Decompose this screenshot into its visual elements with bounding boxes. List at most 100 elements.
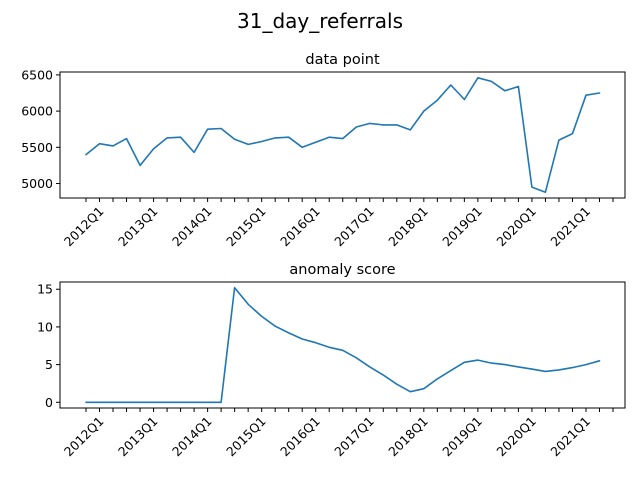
data-point (395, 383, 398, 386)
data-point (490, 80, 493, 83)
data-point (193, 401, 196, 404)
series-line (85, 286, 601, 404)
x-tick-label: 2017Q1 (331, 204, 377, 250)
data-point (463, 98, 466, 101)
data-point (544, 191, 547, 194)
data-point (436, 377, 439, 380)
data-point (301, 338, 304, 341)
data-point (328, 136, 331, 139)
x-tick-label: 2018Q1 (385, 204, 431, 250)
data-point (490, 362, 493, 365)
data-point (341, 349, 344, 352)
x-tick-label: 2018Q1 (385, 414, 431, 460)
x-tick-label: 2012Q1 (61, 204, 107, 250)
data-point (368, 122, 371, 125)
data-point (287, 136, 290, 139)
data-point (233, 286, 236, 289)
x-tick-label: 2020Q1 (493, 204, 539, 250)
data-point (287, 331, 290, 334)
data-point (301, 146, 304, 149)
data-point (274, 136, 277, 139)
figure-title: 31_day_referrals (237, 9, 403, 33)
data-point (449, 84, 452, 87)
data-point (517, 85, 520, 88)
data-point (85, 153, 88, 156)
data-point (585, 94, 588, 97)
data-point (476, 359, 479, 362)
y-tick-label: 6000 (21, 104, 53, 119)
data-point (382, 123, 385, 126)
data-point (382, 374, 385, 377)
data-point (260, 140, 263, 143)
y-tick-label: 5500 (21, 140, 53, 155)
data-point (206, 401, 209, 404)
data-point (179, 401, 182, 404)
data-point (314, 341, 317, 344)
data-point (436, 99, 439, 102)
x-tick-label: 2019Q1 (439, 204, 485, 250)
data-point (233, 138, 236, 141)
x-tick-label: 2019Q1 (439, 414, 485, 460)
data-point (179, 136, 182, 139)
chart-title: data point (305, 52, 380, 68)
y-tick-label: 6500 (21, 67, 53, 82)
x-tick-label: 2014Q1 (169, 204, 215, 250)
series-line (85, 77, 601, 193)
data-point (544, 370, 547, 373)
data-point (247, 143, 250, 146)
data-point (585, 363, 588, 366)
data-point (152, 401, 155, 404)
y-tick-label: 15 (37, 282, 53, 297)
data-point (503, 363, 506, 366)
data-point (517, 365, 520, 368)
data-point (598, 92, 601, 95)
chart-title: anomaly score (289, 262, 395, 278)
data-point (193, 151, 196, 154)
data-point (449, 369, 452, 372)
data-point (166, 401, 169, 404)
data-point (476, 76, 479, 79)
x-tick-label: 2017Q1 (331, 414, 377, 460)
data-point (530, 368, 533, 371)
data-point (422, 387, 425, 390)
data-point (85, 401, 88, 404)
x-tick-label: 2015Q1 (223, 414, 269, 460)
data-point (355, 356, 358, 359)
data-point (530, 186, 533, 189)
data-point (557, 139, 560, 142)
data-point (368, 365, 371, 368)
x-tick-label: 2021Q1 (547, 414, 593, 460)
data-point (260, 315, 263, 318)
data-point (571, 366, 574, 369)
data-point (395, 123, 398, 126)
x-tick-label: 2013Q1 (115, 204, 161, 250)
data-point (220, 401, 223, 404)
data-point (341, 137, 344, 140)
x-tick-label: 2020Q1 (493, 414, 539, 460)
x-tick-label: 2014Q1 (169, 414, 215, 460)
data-point (152, 147, 155, 150)
data-point (314, 141, 317, 144)
data-point (125, 401, 128, 404)
x-tick-label: 2016Q1 (277, 414, 323, 460)
plot-frame (59, 281, 626, 409)
data-point (125, 137, 128, 140)
data-point (166, 136, 169, 139)
data-point (220, 127, 223, 130)
anomaly-score-chart: anomaly score 2012Q1 2013Q1 2014Q1 2015Q1 20… (37, 262, 626, 460)
x-tick-label: 2021Q1 (547, 204, 593, 250)
y-tick-label: 5 (45, 357, 53, 372)
y-tick-label: 5000 (21, 176, 53, 191)
x-tick-label: 2015Q1 (223, 204, 269, 250)
plot-frame (59, 71, 626, 199)
data-point (98, 142, 101, 145)
data-point (139, 401, 142, 404)
data-point (409, 390, 412, 393)
x-tick-label: 2016Q1 (277, 204, 323, 250)
data-point (409, 128, 412, 131)
data-point (247, 303, 250, 306)
data-point (139, 164, 142, 167)
data-point (503, 89, 506, 92)
data-point (274, 325, 277, 328)
